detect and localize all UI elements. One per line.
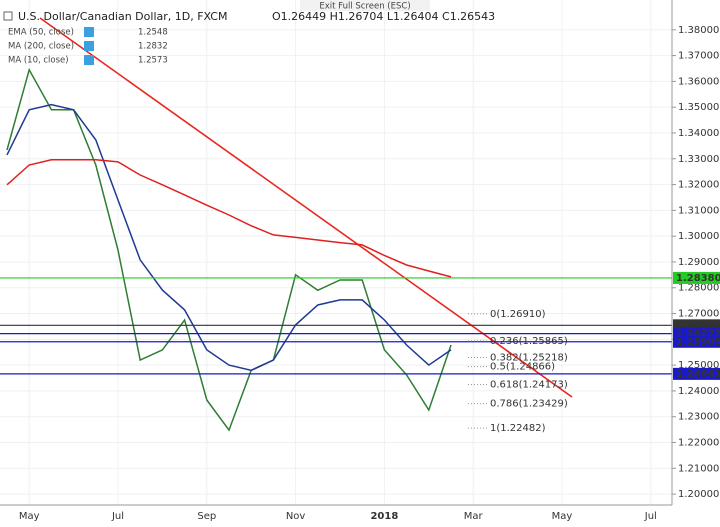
fib-label: 1(1.22482) xyxy=(490,423,546,434)
fib-label: 0.382(1.25218) xyxy=(490,353,568,364)
fib-label: 0(1.26910) xyxy=(490,309,546,320)
y-tick-label: 1.20000 xyxy=(678,489,719,500)
indicator-value: 1.2548 xyxy=(138,28,168,38)
y-tick-label: 1.33000 xyxy=(678,154,719,165)
y-tick-label: 1.27000 xyxy=(678,309,719,320)
fib-label: 0.618(1.24173) xyxy=(490,379,568,390)
price-line xyxy=(6,159,452,278)
x-tick-label: May xyxy=(552,511,573,522)
x-tick-label: 2018 xyxy=(370,511,398,522)
collapse-icon[interactable] xyxy=(3,11,13,21)
indicator-toggle[interactable] xyxy=(84,27,94,37)
level-tag xyxy=(673,271,720,284)
y-tick-label: 1.29000 xyxy=(678,257,719,268)
level-tag xyxy=(673,367,720,380)
fib-label: 0.786(1.23429) xyxy=(490,399,568,410)
y-tick-label: 1.28000 xyxy=(678,283,719,294)
level-tag xyxy=(673,335,720,348)
y-tick-label: 1.36000 xyxy=(678,76,719,87)
symbol-title: U.S. Dollar/Canadian Dollar, 1D, FXCM xyxy=(18,10,227,23)
level-label: 1.25905 xyxy=(676,337,720,348)
y-tick-label: 1.30000 xyxy=(678,231,719,242)
price-line xyxy=(6,67,452,432)
y-tick-label: 1.35000 xyxy=(678,102,719,113)
level-label: 1.24661 xyxy=(676,369,720,380)
y-tick-label: 1.25000 xyxy=(678,360,719,371)
x-tick-label: Mar xyxy=(464,511,484,522)
level-label: 1.26222 xyxy=(676,329,720,340)
y-tick-label: 1.31000 xyxy=(678,205,719,216)
indicator-toggle[interactable] xyxy=(84,55,94,65)
indicator-value: 1.2832 xyxy=(138,42,168,52)
level-label: 1.28380 xyxy=(676,273,720,284)
y-tick-label: 1.37000 xyxy=(678,51,719,62)
y-tick-label: 1.32000 xyxy=(678,180,719,191)
indicator-name: MA (10, close) xyxy=(8,56,69,66)
indicator-toggle[interactable] xyxy=(84,41,94,51)
indicator-name: EMA (50, close) xyxy=(8,28,74,38)
ohlc: O1.26449 H1.26704 L1.26404 C1.26543 xyxy=(272,10,495,23)
y-tick-label: 1.38000 xyxy=(678,25,719,36)
price-line xyxy=(6,103,452,372)
exit-label[interactable]: Exit Full Screen (ESC) xyxy=(319,2,410,12)
x-tick-label: Nov xyxy=(286,511,306,522)
y-tick-label: 1.23000 xyxy=(678,412,719,423)
x-tick-label: Jul xyxy=(111,511,124,522)
x-tick-label: May xyxy=(19,511,40,522)
level-label: 1.26543 xyxy=(676,320,720,331)
y-tick-label: 1.22000 xyxy=(678,438,719,449)
fib-label: 0.5(1.24866) xyxy=(490,362,555,373)
indicator-value: 1.2573 xyxy=(138,56,168,66)
fib-label: 0.236(1.25865) xyxy=(490,336,568,347)
y-tick-label: 1.34000 xyxy=(678,128,719,139)
x-tick-label: Sep xyxy=(197,511,216,522)
x-tick-label: Jul xyxy=(644,511,657,522)
y-tick-label: 1.21000 xyxy=(678,463,719,474)
indicator-name: MA (200, close) xyxy=(8,42,74,52)
y-tick-label: 1.24000 xyxy=(678,386,719,397)
exit-button[interactable] xyxy=(300,0,430,11)
